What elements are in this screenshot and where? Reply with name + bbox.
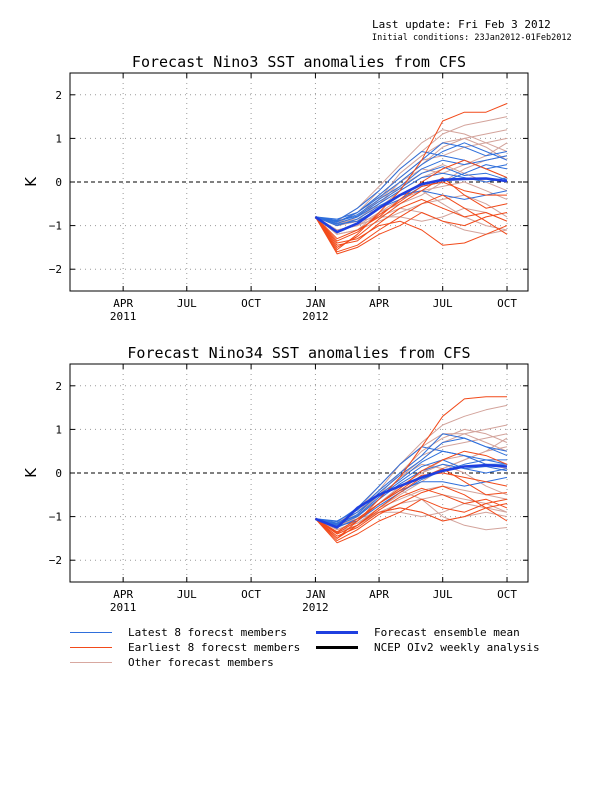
series-line-latest [315,164,508,225]
series-line-earliest [315,198,508,246]
ensemble-mean-line [314,177,508,234]
x-tick-label: JUL [433,297,453,310]
x-tick-label: APR [369,588,389,601]
initial-conditions-text: Initial conditions: 23Jan2012-01Feb2012 [372,33,572,43]
x-tick-label: JUL [177,297,197,310]
series-line-earliest [315,468,508,539]
x-tick-label: JUL [433,588,453,601]
series-line-earliest [315,216,508,246]
x-tick-year-label: 2012 [302,310,329,323]
y-tick-label: −2 [49,263,62,276]
series-line-latest [315,463,508,526]
y-tick-label: 1 [55,423,62,436]
x-tick-label: JAN [305,297,325,310]
nino34-chart: Forecast Nino34 SST anomalies from CFS −2… [22,344,529,614]
series-line-other [315,485,508,533]
x-tick-label: OCT [497,297,517,310]
legend: Latest 8 forecst members Earliest 8 fore… [70,626,570,676]
chart-title: Forecast Nino34 SST anomalies from CFS [127,344,470,362]
nino3-chart: Forecast Nino3 SST anomalies from CFS −2 −… [22,53,529,323]
series-line-latest [315,142,508,220]
x-tick-label: APR [113,297,133,310]
series-line-latest [315,446,507,523]
series-line-earliest [315,450,508,533]
header: Last update: Fri Feb 3 2012 Initial cond… [372,18,592,44]
series-line-other [315,503,508,531]
series-line-earliest [314,212,508,255]
x-tick-year-label: 2011 [110,601,137,614]
series-line-latest [315,166,508,222]
legend-label-earliest: Earliest 8 forecst members [128,641,301,654]
y-tick-label: 2 [55,89,62,102]
series-line-other [315,424,508,528]
x-tick-label: JAN [305,588,325,601]
series-line-latest [315,142,508,223]
x-tick-year-label: 2012 [302,601,329,614]
legend-swatch-earliest [70,647,112,648]
series-line-latest [315,155,508,222]
series-line-latest [315,459,508,525]
legend-label-other: Other forecast members [128,656,274,669]
x-tick-label: OCT [241,297,261,310]
ensemble-mean-line [314,463,508,529]
y-axis-label: K [22,176,40,187]
legend-label-mean: Forecast ensemble mean [374,626,520,639]
series-line-latest [315,459,508,527]
y-tick-label: −1 [49,220,62,233]
series-line-earliest [314,177,508,248]
series-line-other [315,181,508,235]
x-tick-label: OCT [497,588,517,601]
legend-swatch-mean [316,631,358,634]
x-tick-label: JUL [177,588,197,601]
series-line-earliest [315,487,508,535]
legend-label-latest: Latest 8 forecst members [128,626,287,639]
legend-label-analysis: NCEP OIv2 weekly analysis [374,641,540,654]
x-tick-label: OCT [241,588,261,601]
y-tick-label: −2 [49,554,62,567]
y-tick-label: 1 [55,132,62,145]
series-line-earliest [315,181,507,242]
x-tick-label: APR [113,588,133,601]
legend-swatch-latest [70,632,112,633]
x-tick-label: APR [369,297,389,310]
x-tick-year-label: 2011 [110,310,137,323]
plot-frame [69,363,529,583]
y-axis-label: K [22,467,40,478]
last-update-text: Last update: Fri Feb 3 2012 [372,18,551,31]
legend-swatch-analysis [316,646,358,649]
y-tick-label: −1 [49,511,62,524]
series-line-other [315,137,508,227]
y-tick-label: 0 [55,467,62,480]
chart-title: Forecast Nino3 SST anomalies from CFS [132,53,466,71]
series-line-earliest [315,498,508,544]
y-tick-label: 0 [55,176,62,189]
y-tick-label: 2 [55,380,62,393]
legend-swatch-other [70,662,112,663]
